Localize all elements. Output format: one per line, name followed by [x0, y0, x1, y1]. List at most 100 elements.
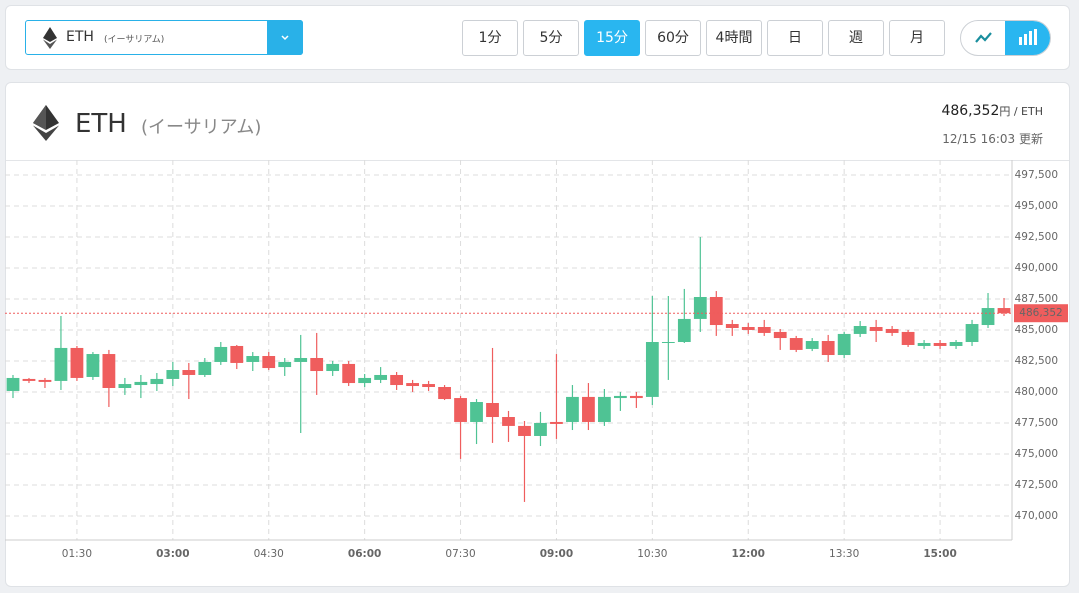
- candle-body: [901, 331, 915, 345]
- candle-body: [566, 396, 579, 422]
- candle-body: [917, 342, 931, 346]
- asset-selector[interactable]: ETH (イーサリアム): [25, 20, 303, 55]
- candle-body: [374, 374, 388, 380]
- y-tick-label: 482,500: [1015, 355, 1058, 367]
- candle-body: [102, 354, 116, 388]
- x-tick-label: 03:00: [156, 548, 189, 560]
- candle-body: [613, 395, 627, 399]
- selector-symbol: ETH: [66, 29, 94, 45]
- chart-style-toggle: [960, 20, 1051, 56]
- candle-body: [518, 425, 531, 436]
- y-tick-label: 480,000: [1015, 386, 1058, 398]
- candle-body: [773, 331, 787, 339]
- y-tick-label: 485,000: [1015, 324, 1058, 336]
- updated-time: 12/15 16:03 更新: [942, 132, 1043, 146]
- dropdown-button[interactable]: [267, 20, 303, 55]
- candle-body: [821, 341, 835, 356]
- eth-logo: [33, 105, 59, 141]
- candle-body: [965, 324, 979, 343]
- candle-body: [86, 354, 100, 377]
- candle-body: [262, 356, 276, 369]
- candle-body: [725, 324, 739, 328]
- candle-body: [406, 383, 419, 387]
- candle-body: [757, 327, 771, 333]
- candle-body: [869, 327, 883, 331]
- last-price-label: 486,352: [1019, 307, 1062, 319]
- candle-body: [166, 370, 180, 379]
- bar-icon: [1019, 29, 1037, 45]
- candle-body: [182, 370, 196, 375]
- candle-body: [853, 326, 867, 334]
- last-price-tag: [1014, 304, 1068, 323]
- x-tick-label: 04:30: [254, 548, 284, 560]
- candle-body: [741, 327, 755, 330]
- price-unit: 円 / ETH: [999, 105, 1043, 118]
- asset-name: (イーサリアム): [141, 117, 262, 138]
- candle-body: [789, 338, 803, 350]
- candle-body: [358, 377, 372, 384]
- interval-button[interactable]: 1分: [462, 20, 518, 56]
- interval-button[interactable]: 日: [767, 20, 823, 56]
- candle-body: [693, 296, 707, 319]
- y-tick-label: 470,000: [1015, 510, 1058, 522]
- candle-body: [70, 347, 84, 378]
- y-tick-label: 497,500: [1015, 169, 1058, 181]
- candle-body: [294, 357, 308, 362]
- interval-button[interactable]: 週: [828, 20, 884, 56]
- x-tick-label: 01:30: [62, 548, 92, 560]
- selector-name: (イーサリアム): [104, 35, 165, 45]
- candle-body: [6, 377, 20, 391]
- x-tick-label: 15:00: [923, 548, 956, 560]
- asset-symbol: ETH: [75, 109, 127, 139]
- candle-body: [118, 384, 132, 388]
- divider: [6, 160, 1069, 161]
- x-tick-label: 10:30: [637, 548, 667, 560]
- candle-body: [837, 333, 851, 356]
- interval-button[interactable]: 60分: [645, 20, 701, 56]
- candle-body: [198, 361, 212, 375]
- candle-button[interactable]: [1005, 21, 1050, 55]
- y-tick-label: 477,500: [1015, 417, 1058, 429]
- candle-body: [326, 363, 340, 372]
- candle-body: [214, 346, 228, 362]
- candle-body: [310, 357, 324, 372]
- x-tick-label: 13:30: [829, 548, 859, 560]
- interval-button[interactable]: 5分: [523, 20, 579, 56]
- candle-body: [550, 421, 563, 424]
- y-tick-label: 475,000: [1015, 448, 1058, 460]
- y-tick-label: 487,500: [1015, 293, 1058, 305]
- line-icon[interactable]: [961, 21, 1006, 55]
- candle-body: [454, 398, 467, 422]
- candle-body: [598, 396, 611, 422]
- x-tick-label: 12:00: [732, 548, 765, 560]
- y-tick-label: 472,500: [1015, 479, 1058, 491]
- candle-body: [709, 296, 723, 326]
- y-tick-label: 490,000: [1015, 262, 1058, 274]
- candle-body: [885, 328, 899, 333]
- x-tick-label: 06:00: [348, 548, 381, 560]
- candle-body: [981, 308, 995, 326]
- interval-button[interactable]: 4時間: [706, 20, 762, 56]
- candle-body: [150, 378, 164, 385]
- chevron: [281, 35, 289, 41]
- candle-body: [342, 363, 356, 384]
- candle-body: [661, 342, 675, 344]
- price-box: 486,352円 / ETH: [941, 103, 1043, 119]
- candle-body: [438, 387, 451, 400]
- candle-body: [38, 379, 52, 382]
- interval-button[interactable]: 月: [889, 20, 945, 56]
- candle-body: [422, 384, 435, 388]
- y-tick-label: 495,000: [1015, 200, 1058, 212]
- candle-body: [470, 402, 483, 422]
- interval-button[interactable]: 15分: [584, 20, 640, 56]
- candle-body: [278, 361, 292, 368]
- candle-body: [54, 347, 68, 381]
- candle-body: [534, 422, 547, 436]
- candle-body: [629, 395, 643, 399]
- candle-body: [230, 345, 244, 363]
- candle-body: [246, 356, 260, 362]
- candle-body: [997, 308, 1011, 314]
- x-tick-label: 09:00: [540, 548, 573, 560]
